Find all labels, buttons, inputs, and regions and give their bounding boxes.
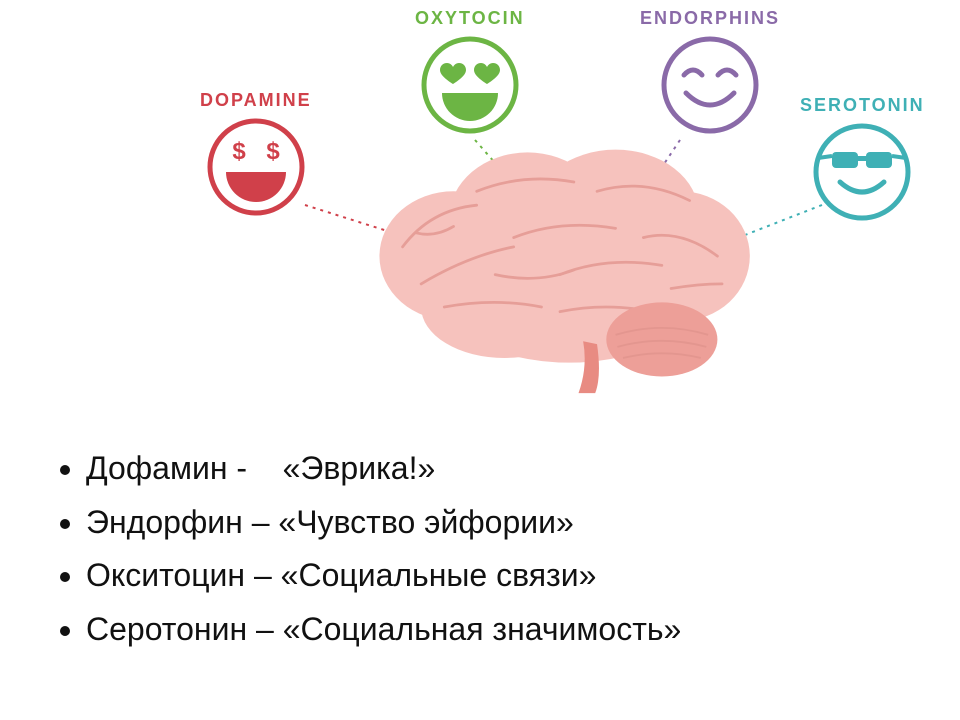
serotonin-face-icon xyxy=(812,122,912,222)
bullet-term: Эндорфин xyxy=(86,504,243,540)
endorphins-face-icon xyxy=(660,35,760,135)
bullet-oxytocin: Окситоцин – «Социальные связи» xyxy=(86,551,681,601)
bullet-desc: «Чувство эйфории» xyxy=(278,504,573,540)
dopamine-label: DOPAMINE xyxy=(200,90,312,111)
bullet-dopamine: Дофамин - «Эврика!» xyxy=(86,444,681,494)
bullet-desc: «Социальная значимость» xyxy=(283,611,682,647)
bullet-term: Окситоцин xyxy=(86,557,245,593)
bullet-desc: «Эврика!» xyxy=(283,450,436,486)
serotonin-block: SEROTONIN xyxy=(800,95,925,222)
endorphins-block: ENDORPHINS xyxy=(640,8,780,135)
dopamine-face-icon: $ $ xyxy=(206,117,306,217)
endorphins-label: ENDORPHINS xyxy=(640,8,780,29)
svg-text:$: $ xyxy=(266,138,280,165)
oxytocin-block: OXYTOCIN xyxy=(415,8,525,135)
bullet-term: Серотонин xyxy=(86,611,247,647)
bullet-list: Дофамин - «Эврика!» Эндорфин – «Чувство … xyxy=(50,440,681,658)
svg-text:$: $ xyxy=(232,138,246,165)
dopamine-block: DOPAMINE $ $ xyxy=(200,90,312,217)
brain-illustration xyxy=(350,145,770,395)
cerebellum xyxy=(606,302,717,376)
bullet-endorphin: Эндорфин – «Чувство эйфории» xyxy=(86,498,681,548)
infographic-canvas: DOPAMINE $ $ OXYTOCIN ENDORPHINS xyxy=(0,0,960,720)
oxytocin-label: OXYTOCIN xyxy=(415,8,525,29)
brain-svg xyxy=(350,145,770,395)
oxytocin-face-icon xyxy=(420,35,520,135)
bullet-term: Дофамин xyxy=(86,450,228,486)
bullet-desc: «Социальные связи» xyxy=(281,557,597,593)
serotonin-label: SEROTONIN xyxy=(800,95,925,116)
bullet-serotonin: Серотонин – «Социальная значимость» xyxy=(86,605,681,655)
